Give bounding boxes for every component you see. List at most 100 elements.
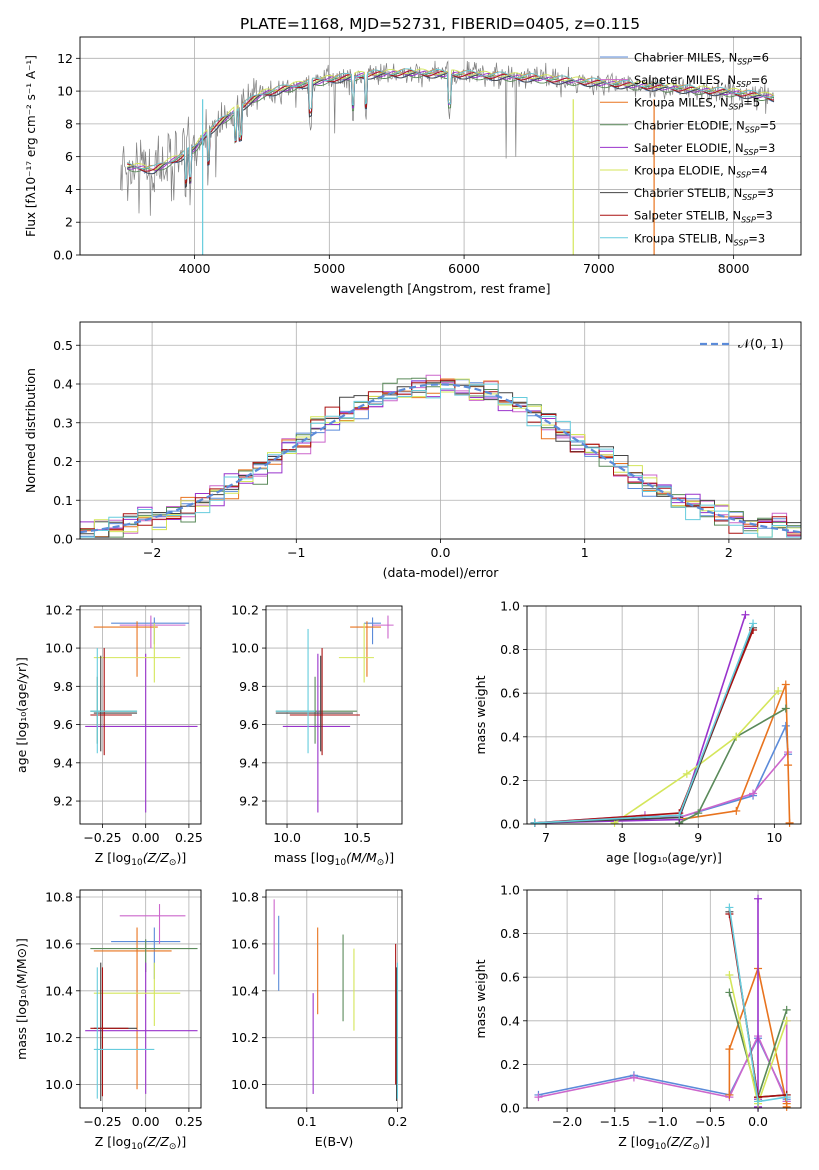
errorbar-chabrier_stelib [93,655,138,752]
x-axis-label-part: Z [log [95,1134,131,1149]
series-point [781,680,790,689]
y-tick-label: 10 [57,84,73,99]
legend-entry-sub: SSP [744,148,759,157]
y-tick-label: 9.8 [239,679,259,694]
x-axis-label-part: )] [176,1134,186,1149]
x-tick-label: 0.00 [132,830,160,845]
x-tick-label: 0.25 [175,1114,203,1129]
series-point [782,1016,791,1025]
series-point [732,806,741,815]
x-axis-label-part: )] [700,1134,710,1149]
errorbar-salpeter_miles [119,615,186,649]
x-axis-label-part: (Z/Z [143,850,170,865]
y-tick-label: 0.8 [500,926,520,941]
y-tick-label: 0.2 [500,1057,520,1072]
y-axis-label: mass weight [473,959,488,1038]
age-vs-mass-panel: 10.0 10.5 9.2 9.4 9.6 9.8 10.0 10.2 mass [log10(… [231,602,403,868]
series-line [534,623,754,824]
legend-entry-chabrier_miles: Chabrier MILES, NSSP=6 [634,51,769,67]
errorbar-salpeter_elodie [85,653,198,813]
errorbar-kroupa_elodie [338,623,374,683]
axes-frame [265,889,403,1109]
x-tick-label: −0.25 [83,1114,121,1129]
x-axis-label-part: )] [384,850,394,865]
errorbar-kroupa_miles [350,621,381,677]
y-tick-label: 0.2 [500,773,520,788]
y-tick-label: 0.4 [53,377,73,392]
legend-entry-text: Kroupa STELIB, N [634,231,734,245]
errorbar-kroupa_elodie [93,962,181,1026]
x-axis-label-sub: 10 [131,858,143,868]
y-tick-label: 10.4 [231,983,259,998]
series-point [725,1090,734,1099]
series-point [725,971,734,980]
series-line [534,629,754,824]
errorbar-salpeter_stelib [289,648,360,756]
series-point [754,1097,763,1106]
y-tick-label: 9.6 [239,717,259,732]
series-line [644,722,789,819]
x-axis-label: wavelength [Angstrom, rest frame] [330,281,550,296]
y-tick-label: 2 [65,215,73,230]
y-tick-label: 1.0 [500,599,520,614]
series-point [530,818,539,827]
x-axis-label-sun: ⊙ [692,1142,700,1152]
legend-entry-sub: SSP [736,80,751,89]
series-point [534,1093,543,1102]
x-tick-label: −1.5 [600,1114,630,1129]
x-tick-label: 1 [581,545,589,560]
series-point [782,1005,791,1014]
legend-entry-value: =4 [751,164,768,178]
series-kroupa_stelib [530,619,758,827]
residual-histogram-salpeter_stelib [80,379,801,539]
series-point [784,761,793,770]
x-tick-label: 10.0 [273,830,301,845]
errorbar-salpeter_miles [372,615,394,639]
y-tick-label: 10.4 [45,983,73,998]
legend-entry-text: Kroupa ELODIE, N [634,164,736,178]
series-chabrier_elodie [675,704,790,827]
x-tick-label: 0.25 [175,830,203,845]
age-vs-metallicity-panel: −0.25 0.00 0.25 9.2 9.4 9.6 9.8 10.0 10.2 Z [log1… [14,602,203,868]
y-tick-label: 0.0 [53,248,73,263]
y-tick-label: 0.1 [53,493,73,508]
y-tick-label: 9.6 [53,717,73,732]
series-point [725,988,734,997]
x-tick-label: −0.5 [695,1114,725,1129]
figure-title: PLATE=1168, MJD=52731, FIBERID=0405, z=0… [240,15,640,33]
legend-entry-text: Chabrier MILES, N [634,51,737,65]
series-point [675,811,684,820]
y-tick-label: 10.2 [231,602,259,617]
x-axis-label-sun: ⊙ [377,858,385,868]
legend-entry-text: Kroupa MILES, N [634,96,729,110]
y-tick-label: 9.4 [53,755,73,770]
y-tick-label: 10.2 [231,1030,259,1045]
mass-weight-vs-metallicity-panel: −2.0 −1.5 −1.0 −0.5 0.0 0.0 0.2 0.4 0.6 0.8 1.0 Z [… [473,883,802,1152]
x-tick-label: 7000 [583,261,615,276]
y-tick-label: 0.4 [500,1013,520,1028]
axes-frame [265,605,403,825]
model-spectrum-chabrier_elodie [126,72,775,185]
series-point [782,1102,791,1111]
legend-entry-sub: SSP [734,238,749,247]
series-point [694,809,703,818]
legend-entry-normal: 𝒩(0, 1) [738,336,784,351]
legend-entry-sub: SSP [729,103,744,112]
legend-entry-text: Chabrier ELODIE, N [634,118,745,132]
errorbar-salpeter_elodie [282,653,351,813]
errorbar-kroupa_miles [93,927,172,1090]
x-axis-label-sun: ⊙ [169,858,177,868]
errorbar-chabrier_stelib [275,655,353,752]
normal-distribution-curve [79,383,802,534]
x-tick-label: 8 [618,830,626,845]
x-axis-label: E(B-V) [315,1134,354,1149]
series-point [741,610,750,619]
mass-vs-ebv-panel: 0.1 0.2 10.0 10.2 10.4 10.6 10.8 E(B-V) [231,890,407,1149]
legend-entry-value: =5 [760,118,777,132]
legend-entry-value: =3 [758,141,775,155]
y-axis-label: Normed distribution [23,368,38,493]
x-axis-label-sun: ⊙ [169,1142,177,1152]
y-tick-label: 9.2 [53,794,73,809]
x-tick-label: −0.25 [83,830,121,845]
